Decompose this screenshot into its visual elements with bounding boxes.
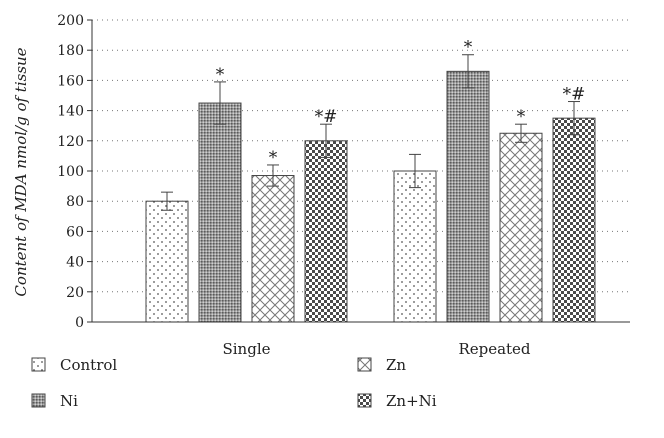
significance-mark: *	[269, 148, 278, 168]
legend-swatch-control	[31, 357, 46, 372]
y-tick-label: 180	[57, 43, 84, 59]
y-tick-label: 80	[66, 194, 84, 210]
axes	[91, 20, 630, 323]
y-tick-label: 120	[57, 134, 84, 150]
bar-zn-single	[251, 175, 295, 323]
bar-ni-repeated	[446, 70, 490, 323]
bars: * * *# * * *#	[145, 38, 596, 323]
y-tick-label: 100	[57, 164, 84, 180]
significance-mark: *#	[315, 107, 338, 127]
legend-label: Ni	[60, 392, 78, 410]
y-axis-ticks: 0 20 40 60 80 100 120 140 160 180 200	[57, 13, 92, 331]
x-category-label: Repeated	[458, 340, 530, 358]
legend-label: Zn+Ni	[386, 392, 437, 410]
legend-swatch-zn	[357, 357, 372, 372]
x-category-label: Single	[222, 340, 270, 358]
legend-label: Control	[60, 356, 117, 374]
bar-control-single	[145, 200, 189, 323]
y-axis-label: Content of MDA nmol/g of tissue	[12, 47, 30, 296]
bar-zn-repeated	[499, 132, 543, 323]
bar-control-repeated	[393, 170, 437, 323]
legend-label: Zn	[386, 356, 406, 374]
legend-swatch-zn-ni	[357, 393, 372, 408]
y-tick-label: 60	[66, 224, 84, 240]
y-tick-label: 200	[57, 13, 84, 29]
significance-mark: *	[464, 38, 473, 58]
y-tick-label: 40	[66, 255, 84, 271]
y-tick-label: 20	[66, 285, 84, 301]
significance-mark: *	[216, 65, 225, 85]
legend-swatch-ni	[31, 393, 46, 408]
significance-mark: *	[517, 107, 526, 127]
bar-zn-ni-single	[304, 140, 348, 323]
bar-ni-single	[198, 102, 242, 323]
y-tick-label: 0	[75, 315, 84, 331]
x-axis-categories: Single Repeated	[222, 340, 530, 358]
y-tick-label: 140	[57, 104, 84, 120]
significance-mark: *#	[563, 85, 586, 105]
bar-zn-ni-repeated	[552, 117, 596, 323]
y-tick-label: 160	[57, 73, 84, 89]
legend: Control Ni Zn Zn+Ni	[31, 356, 437, 410]
